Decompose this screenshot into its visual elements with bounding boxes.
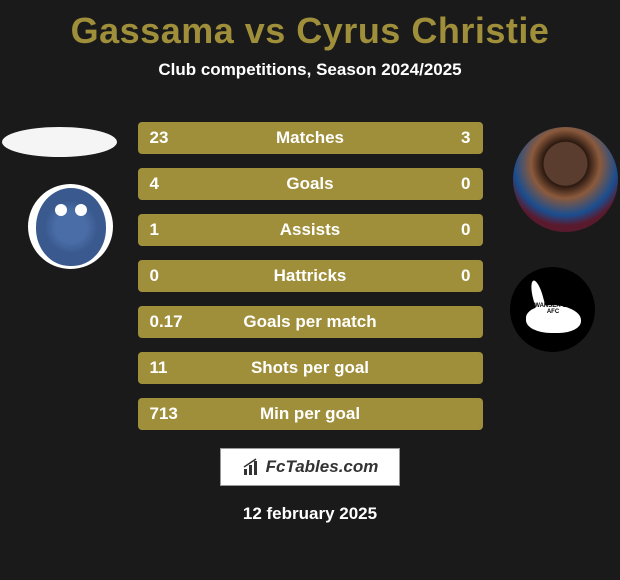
- stat-label: Hattricks: [210, 266, 411, 286]
- stat-row-goals: 4 Goals 0: [138, 168, 483, 200]
- stat-left-value: 11: [150, 358, 210, 378]
- stat-left-value: 0: [150, 266, 210, 286]
- swan-body-shape: SWANSEA CITY AFC: [526, 305, 581, 333]
- club-badge-left: [28, 184, 113, 269]
- stat-label: Assists: [210, 220, 411, 240]
- stat-row-hattricks: 0 Hattricks 0: [138, 260, 483, 292]
- stat-row-goals-per-match: 0.17 Goals per match: [138, 306, 483, 338]
- comparison-date: 12 february 2025: [0, 504, 620, 524]
- stat-left-value: 23: [150, 128, 210, 148]
- stat-row-assists: 1 Assists 0: [138, 214, 483, 246]
- player-left-avatar: [2, 127, 117, 157]
- stat-right-value: 0: [411, 220, 471, 240]
- player-right-avatar: [513, 127, 618, 232]
- stat-right-value: 3: [411, 128, 471, 148]
- stats-container: 23 Matches 3 4 Goals 0 1 Assists 0 0 Hat…: [138, 112, 483, 430]
- stat-row-min-per-goal: 713 Min per goal: [138, 398, 483, 430]
- comparison-subtitle: Club competitions, Season 2024/2025: [0, 60, 620, 80]
- stat-label: Goals per match: [210, 312, 411, 332]
- stat-right-value: 0: [411, 266, 471, 286]
- club-badge-right: SWANSEA CITY AFC: [510, 267, 595, 352]
- stat-label: Shots per goal: [210, 358, 411, 378]
- stat-label: Min per goal: [210, 404, 411, 424]
- stat-left-value: 1: [150, 220, 210, 240]
- content-area: SWANSEA CITY AFC 23 Matches 3 4 Goals 0 …: [0, 112, 620, 524]
- chart-icon: [242, 457, 262, 477]
- swansea-crest: SWANSEA CITY AFC: [518, 275, 588, 345]
- stat-left-value: 0.17: [150, 312, 210, 332]
- stat-left-value: 4: [150, 174, 210, 194]
- stat-label: Goals: [210, 174, 411, 194]
- owl-icon: [51, 196, 91, 236]
- swansea-city-text: SWANSEA CITY AFC: [526, 303, 581, 315]
- stat-right-value: 0: [411, 174, 471, 194]
- stat-label: Matches: [210, 128, 411, 148]
- stat-left-value: 713: [150, 404, 210, 424]
- stat-row-matches: 23 Matches 3: [138, 122, 483, 154]
- fctables-text: FcTables.com: [266, 457, 379, 477]
- fctables-logo: FcTables.com: [220, 448, 400, 486]
- stat-row-shots-per-goal: 11 Shots per goal: [138, 352, 483, 384]
- sheffield-wednesday-crest: [36, 188, 106, 266]
- comparison-title: Gassama vs Cyrus Christie: [0, 0, 620, 52]
